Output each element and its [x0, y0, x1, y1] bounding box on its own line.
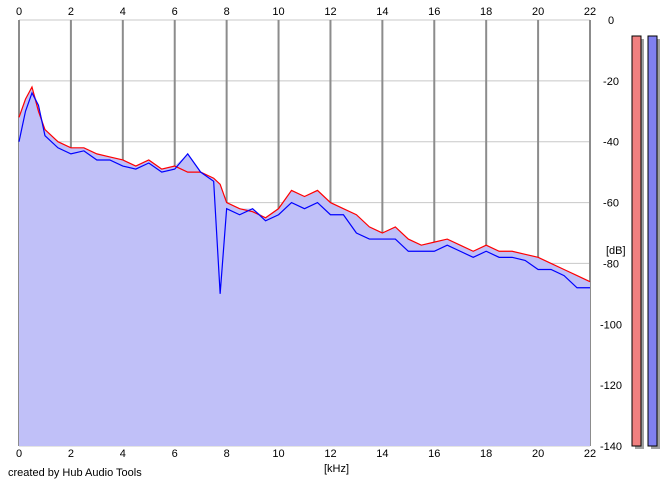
y-tick-label: -80: [603, 258, 619, 270]
y-tick-label: -140: [600, 441, 622, 453]
x-axis-label: [kHz]: [324, 463, 349, 475]
x-tick-label-top: 0: [16, 6, 22, 18]
level-meter-2: [647, 35, 658, 447]
x-tick-label-bottom: 6: [172, 448, 178, 460]
y-tick-label: -40: [603, 137, 619, 149]
series-line-2: [18, 91, 590, 294]
y-tick-label: -100: [600, 319, 622, 331]
x-tick-label-bottom: 16: [428, 448, 440, 460]
credit-text: created by Hub Audio Tools: [8, 467, 142, 479]
x-tick-label-top: 18: [480, 6, 492, 18]
y-axis-label: [dB]: [606, 245, 626, 257]
x-tick-label-top: 4: [120, 6, 126, 18]
x-tick-label-top: 6: [172, 6, 178, 18]
spectrum-fill-area: [19, 86, 590, 446]
y-tick-label: -20: [603, 76, 619, 88]
x-tick-label-bottom: 8: [224, 448, 230, 460]
x-tick-label-bottom: 4: [120, 448, 126, 460]
y-tick-label: -120: [600, 380, 622, 392]
series-lines: [18, 85, 591, 294]
x-tick-label-bottom: 10: [272, 448, 284, 460]
y-tick-labels: 0 -20 -40 -60 -80 -100 -120 -140: [600, 15, 622, 453]
x-tick-label-top: 10: [272, 6, 284, 18]
x-tick-label-top: 12: [324, 6, 336, 18]
x-tick-label-bottom: 18: [480, 448, 492, 460]
y-tick-label: 0: [608, 15, 614, 27]
x-tick-label-top: 20: [532, 6, 544, 18]
level-meters: [631, 35, 660, 449]
x-tick-label-top: 2: [68, 6, 74, 18]
x-tick-label-top: 14: [376, 6, 388, 18]
x-tick-label-bottom: 22: [584, 448, 596, 460]
x-tick-label-bottom: 12: [324, 448, 336, 460]
x-tick-label-bottom: 2: [68, 448, 74, 460]
x-tick-label-bottom: 0: [16, 448, 22, 460]
x-tick-labels-top: 0 2 4 6 8 10 12 14 16 18 20 22: [16, 6, 596, 18]
x-tick-labels-bottom: 0 2 4 6 8 10 12 14 16 18 20 22: [16, 448, 596, 460]
x-tick-label-bottom: 14: [376, 448, 388, 460]
x-tick-label-top: 8: [224, 6, 230, 18]
y-tick-label: -60: [603, 198, 619, 210]
series-line-1: [18, 85, 591, 283]
x-tick-label-top: 22: [584, 6, 596, 18]
level-meter-1: [631, 35, 642, 447]
x-tick-label-top: 16: [428, 6, 440, 18]
x-tick-label-bottom: 20: [532, 448, 544, 460]
